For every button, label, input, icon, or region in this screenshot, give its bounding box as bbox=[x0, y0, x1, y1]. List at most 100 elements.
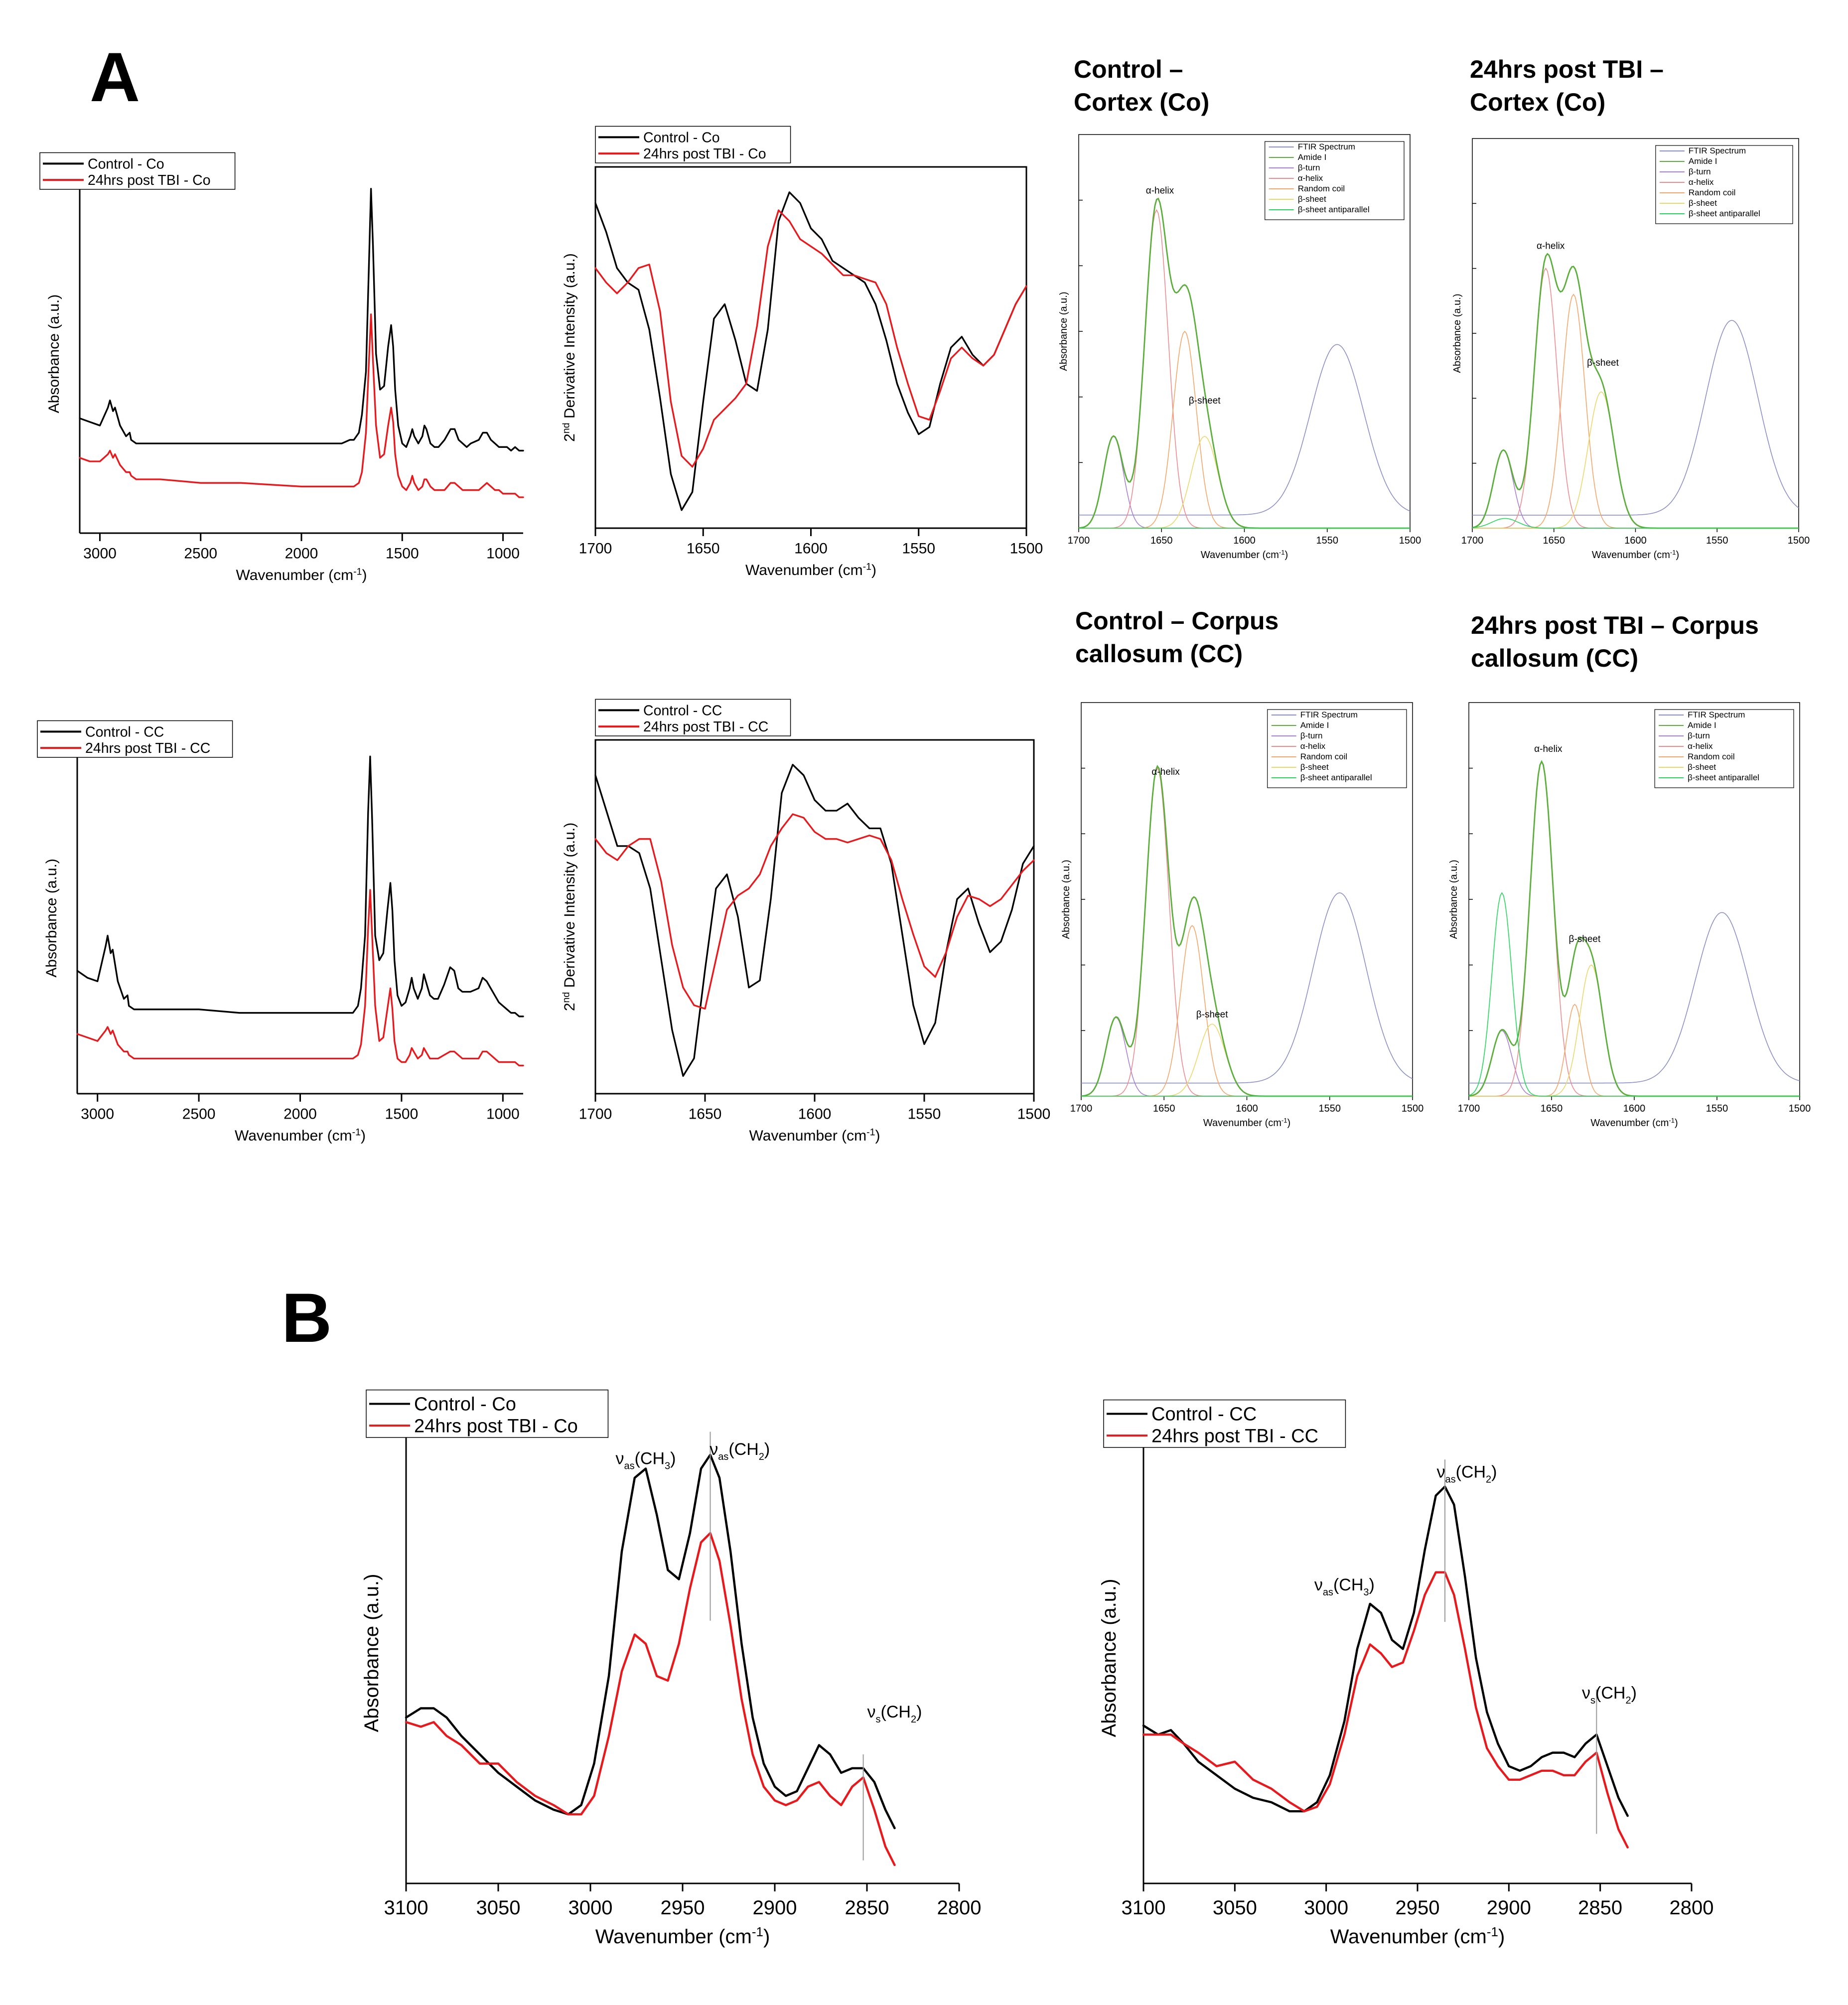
chart-fit_co_control-legend-box bbox=[1265, 141, 1405, 220]
chart-a_co_full-xtick-label: 1500 bbox=[386, 546, 419, 562]
chart-a_co_deriv-xtick-label: 1700 bbox=[579, 541, 612, 557]
chart-a_co_full-legend-label: Control - Co bbox=[88, 156, 164, 172]
chart-a_cc_full-xlabel: Wavenumber (cm-1) bbox=[235, 1127, 366, 1145]
chart-fit_co_tbi-legend-label: β-sheet antiparallel bbox=[1689, 209, 1760, 218]
title-cc-tbi: 24hrs post TBI – Corpus callosum (CC) bbox=[1471, 611, 1759, 672]
chart-fit_co_tbi-xtick-label: 1600 bbox=[1624, 535, 1647, 546]
chart-fit_co_control-legend-label: β-sheet bbox=[1298, 194, 1326, 204]
chart-b_cc-annotation: νs(CH2) bbox=[1582, 1684, 1637, 1706]
chart-fit_cc_tbi-component-beta-sheet-antiparallel bbox=[1468, 892, 1800, 1097]
chart-fit_co_tbi-xtick-label: 1700 bbox=[1461, 535, 1484, 546]
title-cortex-control: Control – Cortex (Co) bbox=[1074, 55, 1210, 116]
chart-fit_co_tbi-ylabel: Absorbance (a.u.) bbox=[1452, 294, 1463, 373]
chart-fit_cc_control-annotation: β-sheet bbox=[1196, 1009, 1228, 1020]
chart-b_cc-xtick-label: 2850 bbox=[1578, 1897, 1622, 1919]
chart-fit_cc_tbi-legend-label: β-sheet antiparallel bbox=[1688, 773, 1759, 782]
chart-fit_cc_control-legend-box bbox=[1267, 709, 1407, 788]
chart-a_cc_full-ylabel: Absorbance (a.u.) bbox=[43, 859, 60, 977]
chart-b_cc-legend-label: 24hrs post TBI - CC bbox=[1151, 1426, 1318, 1446]
chart-a_cc_full-legend-label: 24hrs post TBI - CC bbox=[85, 740, 210, 756]
chart-a_cc_full-series-24hrs-post-tbi-cc bbox=[76, 889, 524, 1067]
chart-a_cc_deriv-xtick-label: 1650 bbox=[689, 1106, 722, 1123]
panel-b-label: B bbox=[282, 1279, 332, 1357]
chart-a_co_full-xlabel: Wavenumber (cm-1) bbox=[236, 567, 367, 584]
chart-b_co-xtick-label: 2850 bbox=[845, 1897, 889, 1919]
chart-b_co-xtick-label: 2800 bbox=[937, 1897, 982, 1919]
chart-fit_cc_tbi-annotation: β-sheet bbox=[1569, 934, 1601, 945]
chart-fit_cc_tbi-legend-label: α-helix bbox=[1688, 741, 1713, 751]
chart-fit_co_tbi-xtick-label: 1500 bbox=[1788, 535, 1810, 546]
chart-a_cc_deriv-xtick-label: 1600 bbox=[798, 1106, 832, 1123]
chart-b_cc-legend-box bbox=[1103, 1399, 1346, 1448]
chart-fit_co_tbi-component-beta-sheet-antiparallel bbox=[1472, 518, 1799, 529]
chart-fit_cc_control-legend-label: FTIR Spectrum bbox=[1300, 710, 1358, 719]
chart-b_cc-xtick-label: 3100 bbox=[1122, 1897, 1166, 1919]
chart-fit_co_tbi-legend-label: FTIR Spectrum bbox=[1689, 146, 1746, 155]
chart-fit_co_tbi-legend-label: Amide I bbox=[1689, 156, 1717, 166]
chart-a_co_deriv-xtick-label: 1650 bbox=[687, 541, 720, 557]
chart-a_co_deriv-xtick-label: 1550 bbox=[902, 541, 935, 557]
chart-a_co_deriv-ylabel: 2nd Derivative Intensity (a.u.) bbox=[561, 253, 578, 442]
chart-fit_cc_control-legend-label: β-sheet antiparallel bbox=[1300, 773, 1372, 782]
chart-fit_cc_control-component-ftir-spectrum bbox=[1081, 892, 1413, 1084]
chart-b_cc-xtick-label: 3000 bbox=[1304, 1897, 1348, 1919]
chart-b_co-xlabel: Wavenumber (cm-1) bbox=[595, 1924, 770, 1948]
chart-a_cc_deriv-series-control-cc bbox=[594, 764, 1035, 1077]
chart-fit_co_control-legend-label: α-helix bbox=[1298, 173, 1323, 183]
chart-fit_co_control-ylabel: Absorbance (a.u.) bbox=[1058, 292, 1069, 371]
chart-a_cc_deriv-legend-label: Control - CC bbox=[643, 703, 722, 718]
chart-a_cc_full-xtick-label: 2000 bbox=[284, 1106, 317, 1123]
chart-b_co-series-24hrs-post-tbi-co bbox=[405, 1532, 896, 1866]
chart-b_co-xtick-label: 2900 bbox=[753, 1897, 797, 1919]
chart-a_cc_deriv-xtick-label: 1550 bbox=[908, 1106, 941, 1123]
chart-b_cc-xtick-label: 2800 bbox=[1670, 1897, 1714, 1919]
chart-fit_co_tbi-component-ftir-spectrum bbox=[1472, 320, 1799, 516]
chart-a_co_deriv-legend-box bbox=[595, 126, 791, 163]
chart-fit_cc_tbi-legend-label: β-sheet bbox=[1688, 762, 1716, 772]
chart-fit_cc_control-xtick-label: 1650 bbox=[1153, 1103, 1175, 1114]
chart-b_cc-ylabel: Absorbance (a.u.) bbox=[1098, 1579, 1120, 1737]
chart-b_co-ylabel: Absorbance (a.u.) bbox=[361, 1574, 383, 1732]
chart-fit_co_tbi-xtick-label: 1550 bbox=[1706, 535, 1728, 546]
chart-fit_co_control-legend-label: Amide I bbox=[1298, 152, 1327, 162]
chart-fit_cc_tbi-legend-label: β-turn bbox=[1688, 731, 1710, 740]
title-cortex-tbi: 24hrs post TBI – Cortex (Co) bbox=[1470, 55, 1664, 116]
chart-a_co_full-series-control-co bbox=[79, 188, 524, 452]
chart-a_co_full-xtick-label: 3000 bbox=[83, 546, 117, 562]
chart-a_cc_deriv-xtick-label: 1500 bbox=[1017, 1106, 1051, 1123]
chart-fit_co_control-xtick-label: 1700 bbox=[1068, 535, 1090, 546]
chart-a_co_deriv-xlabel: Wavenumber (cm-1) bbox=[745, 562, 876, 579]
chart-a_cc_full-xtick-label: 1500 bbox=[385, 1106, 419, 1123]
chart-fit_cc_tbi-legend-box bbox=[1654, 709, 1794, 788]
chart-b_cc-annotation: νas(CH2) bbox=[1436, 1463, 1497, 1485]
chart-a_cc_deriv-xtick-label: 1700 bbox=[579, 1106, 612, 1123]
chart-fit_co_control-xtick-label: 1500 bbox=[1399, 535, 1422, 546]
chart-b_cc-legend-label: Control - CC bbox=[1151, 1404, 1257, 1425]
chart-b_co-xtick-label: 3050 bbox=[476, 1897, 521, 1919]
chart-fit_co_control-xtick-label: 1550 bbox=[1316, 535, 1339, 546]
chart-fit_cc_tbi-annotation: α-helix bbox=[1534, 744, 1563, 754]
chart-b_cc-xlabel: Wavenumber (cm-1) bbox=[1330, 1924, 1505, 1948]
chart-fit_co_tbi-legend-label: Random coil bbox=[1689, 188, 1736, 197]
chart-b_cc-annotation: νas(CH3) bbox=[1314, 1575, 1375, 1598]
chart-fit_cc_control-ylabel: Absorbance (a.u.) bbox=[1061, 860, 1072, 939]
chart-a_co_full-ylabel: Absorbance (a.u.) bbox=[46, 294, 62, 413]
chart-fit_co_tbi-legend-label: α-helix bbox=[1689, 177, 1714, 187]
chart-b_co-xtick-label: 2950 bbox=[661, 1897, 705, 1919]
chart-fit_co_tbi-xlabel: Wavenumber (cm-1) bbox=[1592, 549, 1679, 561]
chart-a_co_full-legend-label: 24hrs post TBI - Co bbox=[88, 172, 211, 188]
chart-fit_co_control-annotation: β-sheet bbox=[1189, 396, 1221, 406]
chart-a_co_full-xtick-label: 1000 bbox=[486, 546, 520, 562]
chart-b_co-legend-box bbox=[366, 1389, 609, 1438]
chart-a_cc_deriv-legend-label: 24hrs post TBI - CC bbox=[643, 719, 768, 735]
chart-a_cc_deriv-series-24hrs-post-tbi-cc bbox=[594, 813, 1035, 1010]
chart-b_co-legend-label: Control - Co bbox=[414, 1394, 516, 1415]
chart-b_co-legend-label: 24hrs post TBI - Co bbox=[414, 1416, 578, 1436]
chart-fit_co_tbi-legend-label: β-turn bbox=[1689, 167, 1711, 176]
